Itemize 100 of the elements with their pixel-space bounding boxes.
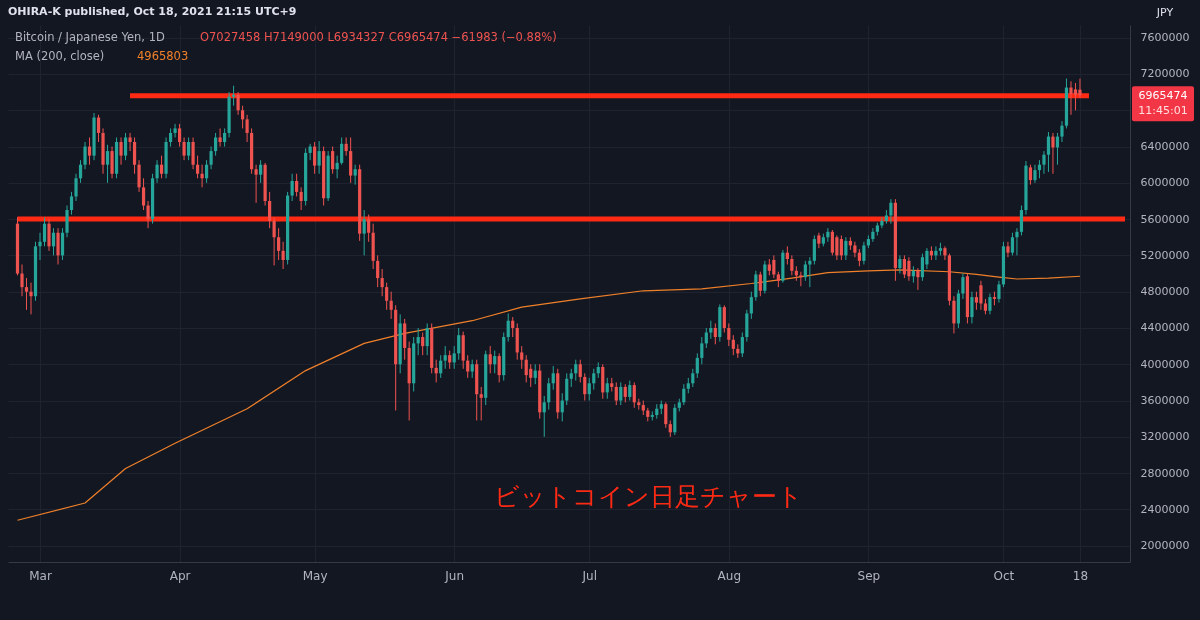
candlestick bbox=[452, 345, 456, 370]
candlestick bbox=[551, 365, 555, 391]
candlestick bbox=[839, 234, 843, 261]
candlestick bbox=[380, 268, 384, 297]
candlestick bbox=[209, 146, 213, 170]
candlestick bbox=[812, 234, 816, 265]
candlestick bbox=[605, 377, 609, 400]
x-tick-label: Mar bbox=[29, 568, 52, 583]
candlestick bbox=[862, 241, 866, 265]
candlestick bbox=[664, 401, 668, 429]
candlestick bbox=[830, 229, 834, 256]
candlestick bbox=[488, 345, 492, 374]
annotation: ビットコイン日足チャート bbox=[493, 482, 803, 511]
candlestick bbox=[241, 105, 245, 129]
candlestick bbox=[259, 159, 263, 184]
candlestick bbox=[195, 155, 200, 179]
candlestick bbox=[745, 309, 749, 343]
candlestick bbox=[907, 256, 911, 282]
candlestick bbox=[497, 352, 501, 383]
candlestick bbox=[952, 295, 956, 334]
candlestick bbox=[578, 359, 582, 383]
candlestick bbox=[425, 322, 429, 356]
y-tick-label: 7200000 bbox=[1140, 67, 1190, 81]
x-tick-label: 18 bbox=[1072, 568, 1089, 583]
candlestick bbox=[749, 291, 753, 320]
candlestick bbox=[24, 277, 29, 311]
candlestick bbox=[65, 205, 69, 238]
candlestick bbox=[520, 345, 524, 370]
candlestick bbox=[511, 316, 515, 338]
candlestick bbox=[803, 260, 807, 282]
candlestick bbox=[182, 136, 186, 161]
candlestick bbox=[389, 291, 393, 320]
candlestick bbox=[38, 232, 42, 261]
x-tick-label: Sep bbox=[857, 568, 881, 583]
candlestick bbox=[56, 227, 60, 265]
candlestick bbox=[1015, 227, 1019, 256]
candlestick bbox=[132, 136, 137, 175]
candlestick bbox=[308, 143, 312, 161]
candlestick bbox=[1051, 132, 1055, 175]
candlestick bbox=[340, 136, 344, 166]
candlestick bbox=[299, 186, 303, 211]
candlestick bbox=[466, 354, 470, 379]
y-tick-label: 4800000 bbox=[1140, 285, 1190, 299]
candlestick bbox=[236, 91, 240, 116]
candlestick bbox=[722, 304, 726, 334]
candlestick bbox=[740, 332, 744, 358]
y-tick-label: 6400000 bbox=[1140, 140, 1190, 154]
candlestick bbox=[191, 136, 195, 170]
candlestick bbox=[700, 336, 704, 365]
candlestick bbox=[268, 191, 272, 229]
candlestick bbox=[168, 127, 173, 148]
candlestick bbox=[254, 164, 258, 204]
candlestick bbox=[146, 200, 150, 229]
candlestick bbox=[713, 322, 717, 345]
candlestick bbox=[1046, 131, 1051, 173]
candlestick bbox=[623, 383, 627, 403]
candlestick bbox=[385, 282, 389, 311]
annotation: 4965803 bbox=[137, 49, 189, 63]
candlestick bbox=[835, 234, 839, 261]
candlestick bbox=[979, 280, 983, 311]
candlestick bbox=[844, 236, 848, 261]
candlestick bbox=[727, 322, 731, 347]
candlestick bbox=[506, 312, 510, 343]
chart-title: Bitcoin / Japanese Yen, 1D bbox=[15, 30, 165, 44]
candlestick bbox=[988, 293, 992, 315]
candlestick bbox=[277, 227, 281, 261]
candlestick bbox=[916, 267, 920, 291]
candlestick bbox=[200, 164, 204, 188]
candlestick bbox=[1060, 120, 1064, 143]
candlestick bbox=[583, 372, 587, 402]
candlestick bbox=[213, 132, 218, 157]
candlestick bbox=[362, 209, 366, 256]
candlestick bbox=[232, 85, 236, 107]
candlestick bbox=[448, 350, 452, 370]
candlestick bbox=[470, 359, 474, 379]
candlestick bbox=[1033, 164, 1037, 184]
candlestick bbox=[934, 245, 938, 261]
candlestick bbox=[137, 159, 141, 193]
candlestick bbox=[457, 327, 461, 361]
candlestick bbox=[574, 359, 578, 382]
candlestick bbox=[245, 114, 249, 143]
candlestick bbox=[961, 273, 965, 300]
y-tick-label: 2400000 bbox=[1140, 502, 1190, 516]
candlestick bbox=[42, 216, 47, 247]
candlestick bbox=[592, 368, 596, 391]
candlestick bbox=[1006, 241, 1010, 258]
candlestick bbox=[547, 377, 551, 411]
candlestick bbox=[47, 218, 51, 252]
candlestick bbox=[1028, 164, 1033, 186]
candlestick bbox=[87, 136, 92, 166]
candlestick bbox=[1073, 82, 1078, 111]
candlestick bbox=[785, 245, 789, 265]
candlestick bbox=[1042, 150, 1046, 175]
candlestick bbox=[123, 132, 128, 161]
candlestick bbox=[898, 254, 902, 275]
candlestick bbox=[60, 227, 65, 261]
candlestick bbox=[628, 380, 632, 402]
candlestick bbox=[96, 114, 101, 143]
candlestick bbox=[281, 241, 285, 270]
candlestick bbox=[853, 241, 857, 258]
